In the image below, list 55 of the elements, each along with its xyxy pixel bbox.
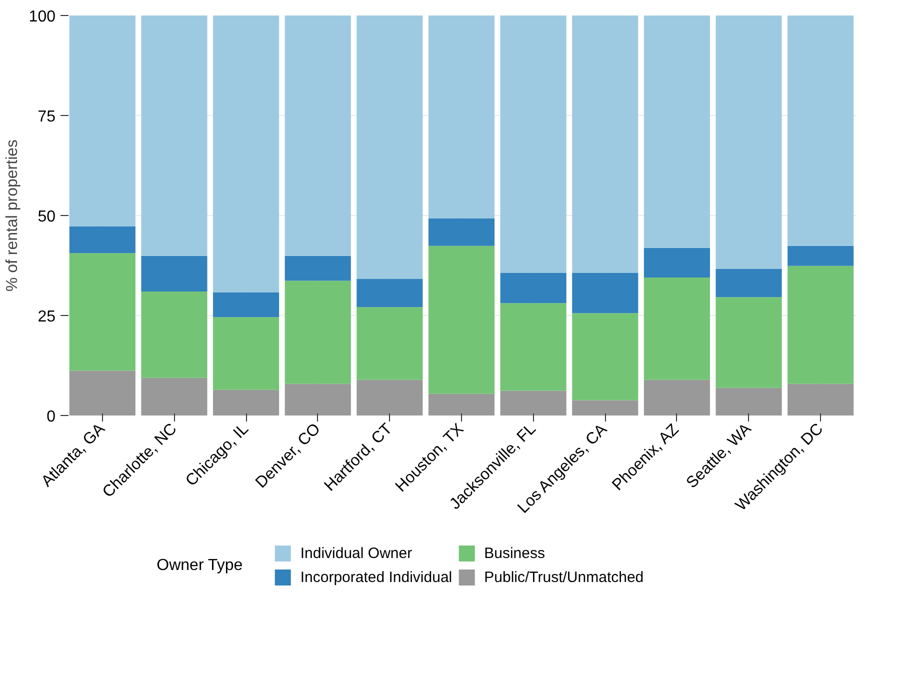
bar <box>213 390 280 416</box>
bar <box>69 370 136 416</box>
bar <box>644 248 710 278</box>
bar <box>356 307 423 380</box>
bar <box>356 16 423 279</box>
y-tick-label: 75 <box>38 108 56 126</box>
bar <box>716 268 782 298</box>
bar <box>141 378 208 416</box>
bar <box>284 384 351 416</box>
bar <box>428 394 495 416</box>
bar <box>69 16 136 226</box>
y-axis-title: % of rental properties <box>4 139 21 292</box>
bar <box>500 303 566 391</box>
bar <box>572 313 638 400</box>
y-tick-label: 25 <box>38 308 56 326</box>
bar <box>644 278 710 380</box>
bar <box>428 218 495 246</box>
bar <box>716 16 782 269</box>
bar <box>69 226 136 254</box>
bar <box>788 246 854 266</box>
bar <box>356 278 423 308</box>
bar <box>572 16 638 273</box>
bar <box>644 16 710 248</box>
bar <box>644 380 710 416</box>
bar <box>284 16 351 256</box>
y-tick-label: 0 <box>46 408 56 426</box>
bar <box>428 16 495 218</box>
bar <box>141 292 208 378</box>
bar <box>69 253 136 371</box>
y-tick-label: 100 <box>28 8 56 26</box>
bar <box>572 272 638 314</box>
bar <box>141 16 208 256</box>
bar <box>213 317 280 390</box>
bar <box>716 388 782 416</box>
bar <box>141 256 208 292</box>
bar <box>284 280 351 384</box>
bar <box>500 272 566 304</box>
bar <box>788 16 854 246</box>
legend-label: Business <box>484 544 545 562</box>
y-tick-label: 50 <box>38 208 56 226</box>
bar <box>284 256 351 281</box>
bar <box>788 266 854 384</box>
bar <box>356 380 423 416</box>
bar <box>213 16 280 292</box>
bar <box>213 292 280 318</box>
bar <box>500 16 566 273</box>
bar <box>572 400 638 416</box>
legend-label: Incorporated Individual <box>300 568 452 586</box>
bar <box>500 390 566 416</box>
legend-title: Owner Type <box>156 557 243 574</box>
bar <box>428 246 495 394</box>
bar <box>788 384 854 416</box>
legend-label: Public/Trust/Unmatched <box>484 568 644 586</box>
bar <box>716 297 782 388</box>
legend-label: Individual Owner <box>300 544 412 562</box>
